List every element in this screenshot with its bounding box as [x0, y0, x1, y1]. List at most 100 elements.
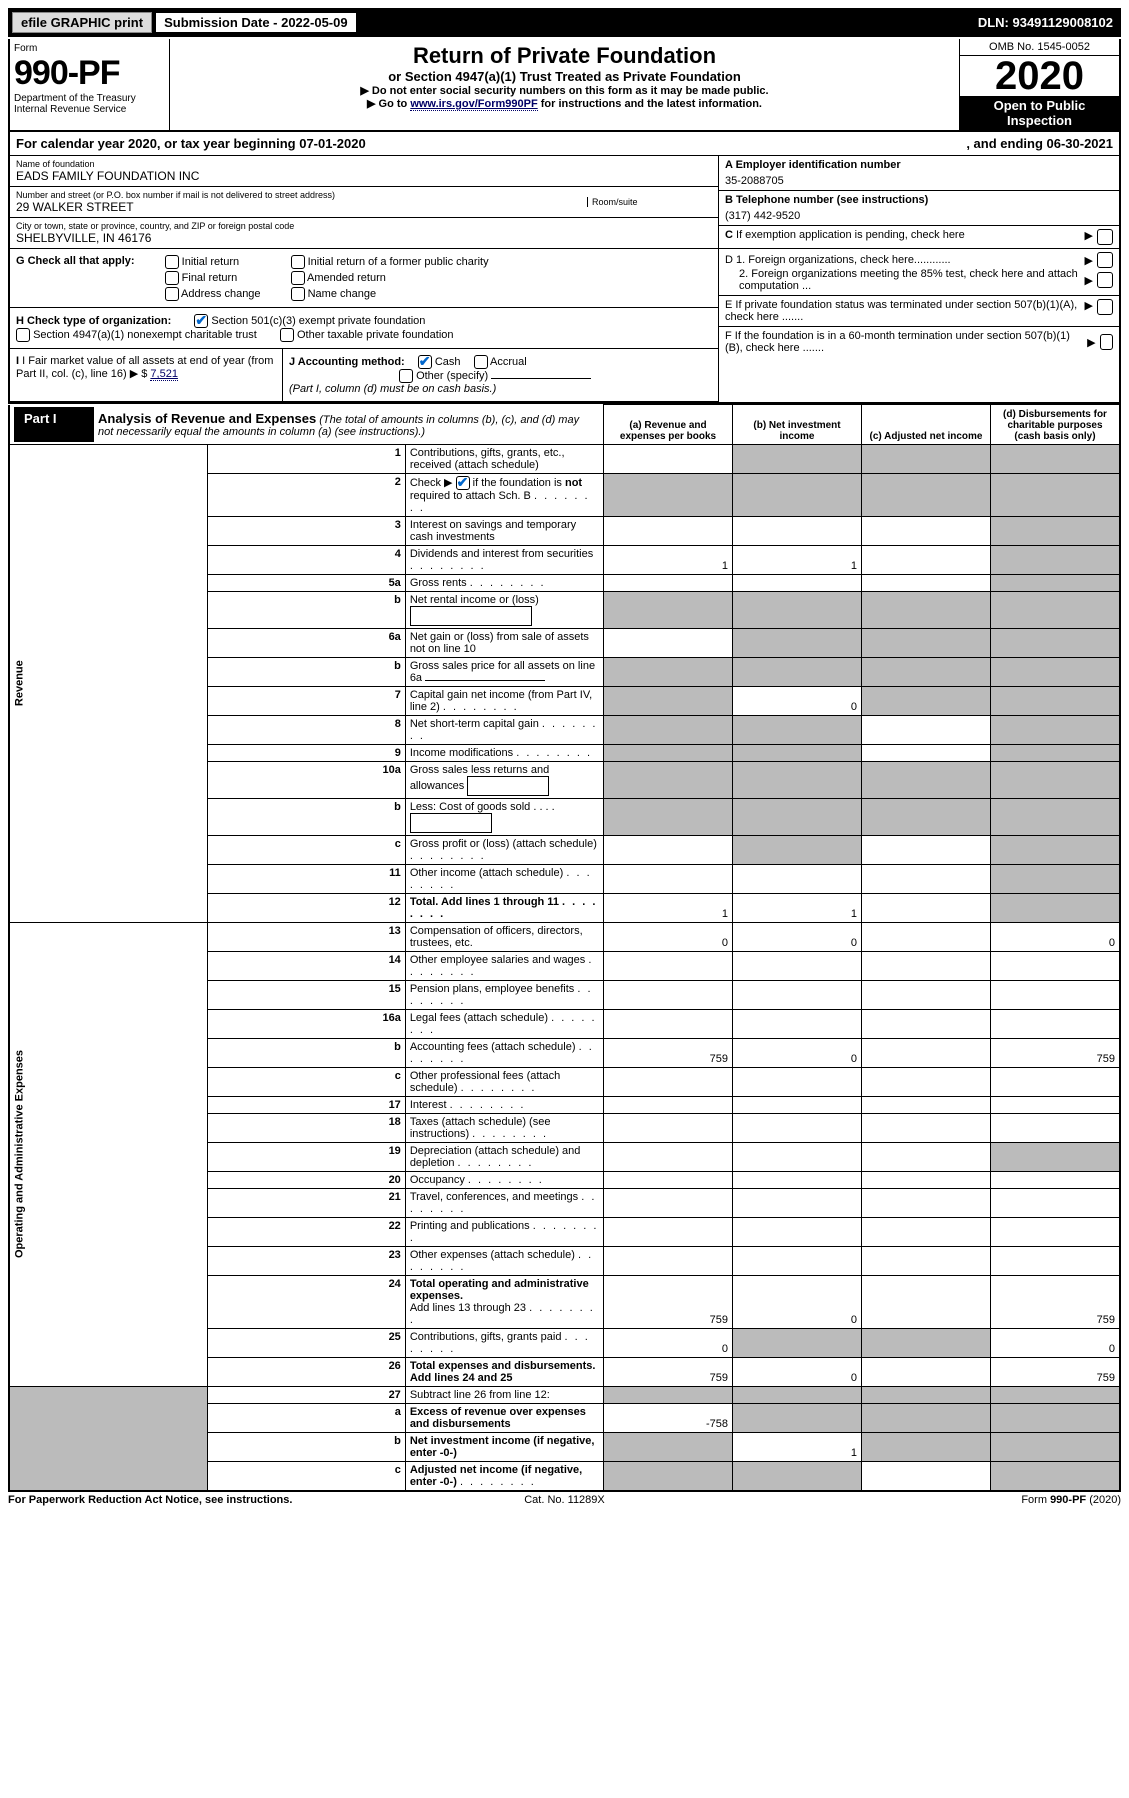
footer-mid: Cat. No. 11289X [379, 1494, 750, 1506]
instructions-link[interactable]: www.irs.gov/Form990PF [410, 98, 537, 111]
efile-print-button[interactable]: efile GRAPHIC print [12, 12, 152, 33]
row-val: 1 [733, 545, 862, 574]
footer-left: For Paperwork Reduction Act Notice, see … [8, 1494, 379, 1506]
street-address: 29 WALKER STREET [16, 200, 587, 214]
row-desc: Gross sales less returns and allowances [405, 761, 603, 798]
row-num: 9 [207, 744, 405, 761]
col-b-header: (b) Net investment income [733, 405, 862, 445]
row-desc: Depreciation (attach schedule) and deple… [405, 1142, 603, 1171]
city-label: City or town, state or province, country… [16, 221, 712, 231]
row-num: 8 [207, 715, 405, 744]
e-checkbox[interactable] [1097, 299, 1113, 315]
opex-section-label: Operating and Administrative Expenses [9, 922, 207, 1386]
row-desc: Legal fees (attach schedule) [405, 1009, 603, 1038]
row-desc: Income modifications [405, 744, 603, 761]
form-number: 990-PF [14, 54, 165, 93]
f-label: F If the foundation is in a 60-month ter… [725, 330, 1087, 354]
schb-checkbox[interactable] [456, 476, 470, 490]
row-num: b [207, 1432, 405, 1461]
d1-label: D 1. Foreign organizations, check here..… [725, 254, 1085, 266]
foundation-name: EADS FAMILY FOUNDATION INC [16, 169, 712, 183]
row-desc: Interest [405, 1096, 603, 1113]
f-checkbox[interactable] [1100, 334, 1113, 350]
row-val: 0 [991, 1328, 1121, 1357]
row-desc: Total expenses and disbursements. Add li… [405, 1357, 603, 1386]
row-desc: Occupancy [405, 1171, 603, 1188]
phone-label: B Telephone number (see instructions) [725, 194, 1113, 206]
row-num: 3 [207, 516, 405, 545]
section-i: I I Fair market value of all assets at e… [10, 349, 282, 401]
row-num: 10a [207, 761, 405, 798]
section-j: J Accounting method: Cash Accrual Other … [282, 349, 718, 401]
c-checkbox[interactable] [1097, 229, 1113, 245]
row-num: b [207, 798, 405, 835]
other-method-checkbox[interactable] [399, 369, 413, 383]
d2-checkbox[interactable] [1097, 272, 1113, 288]
row-val: 759 [604, 1275, 733, 1328]
row-num: b [207, 657, 405, 686]
row-num: 15 [207, 980, 405, 1009]
accrual-checkbox[interactable] [474, 355, 488, 369]
row-desc: Check ▶ if the foundation is not require… [405, 473, 603, 516]
row-num: 12 [207, 893, 405, 922]
note-2: ▶ Go to www.irs.gov/Form990PF for instru… [174, 97, 955, 110]
row-num: 18 [207, 1113, 405, 1142]
row-val: 0 [733, 686, 862, 715]
row-num: b [207, 1038, 405, 1067]
row-desc: Taxes (attach schedule) (see instruction… [405, 1113, 603, 1142]
row-val: 0 [604, 922, 733, 951]
calendar-year: For calendar year 2020, or tax year begi… [8, 132, 1121, 156]
cash-checkbox[interactable] [418, 355, 432, 369]
address-change-checkbox[interactable] [165, 287, 179, 301]
ein-label: A Employer identification number [725, 159, 1113, 171]
ein-value: 35-2088705 [725, 171, 1113, 187]
fmv-link[interactable]: 7,521 [150, 368, 178, 381]
name-change-checkbox[interactable] [291, 287, 305, 301]
row-val: 1 [604, 893, 733, 922]
row-desc: Subtract line 26 from line 12: [405, 1386, 603, 1403]
initial-return-checkbox[interactable] [165, 255, 179, 269]
row-num: 13 [207, 922, 405, 951]
row-num: 6a [207, 628, 405, 657]
d1-checkbox[interactable] [1097, 252, 1113, 268]
identity-section: Name of foundation EADS FAMILY FOUNDATIO… [8, 156, 1121, 404]
open-inspection: Open to Public Inspection [960, 96, 1119, 130]
dln: DLN: 93491129008102 [978, 15, 1119, 30]
addr-label: Number and street (or P.O. box number if… [16, 190, 587, 200]
row-num: 27 [207, 1386, 405, 1403]
row-num: 23 [207, 1246, 405, 1275]
row-val: 1 [604, 545, 733, 574]
501c3-checkbox[interactable] [194, 314, 208, 328]
other-taxable-checkbox[interactable] [280, 328, 294, 342]
row-num: 17 [207, 1096, 405, 1113]
amended-return-checkbox[interactable] [291, 271, 305, 285]
row-desc: Interest on savings and temporary cash i… [405, 516, 603, 545]
row-desc: Travel, conferences, and meetings [405, 1188, 603, 1217]
row-num: 21 [207, 1188, 405, 1217]
row-val: 759 [604, 1038, 733, 1067]
row-val: 759 [604, 1357, 733, 1386]
form-subtitle: or Section 4947(a)(1) Trust Treated as P… [174, 69, 955, 84]
row-val: 759 [991, 1038, 1121, 1067]
4947a1-checkbox[interactable] [16, 328, 30, 342]
row-val: 0 [991, 922, 1121, 951]
room-label: Room/suite [592, 197, 712, 207]
row-desc: Adjusted net income (if negative, enter … [405, 1461, 603, 1491]
row-desc: Other income (attach schedule) [405, 864, 603, 893]
col-a-header: (a) Revenue and expenses per books [604, 405, 733, 445]
row-val: -758 [604, 1403, 733, 1432]
section-g: G Check all that apply: Initial return F… [10, 249, 718, 308]
row-desc: Pension plans, employee benefits [405, 980, 603, 1009]
name-label: Name of foundation [16, 159, 712, 169]
row-desc: Other expenses (attach schedule) [405, 1246, 603, 1275]
row-val: 0 [733, 1275, 862, 1328]
top-bar: efile GRAPHIC print Submission Date - 20… [8, 8, 1121, 37]
row-desc: Printing and publications [405, 1217, 603, 1246]
initial-former-checkbox[interactable] [291, 255, 305, 269]
row-num: 14 [207, 951, 405, 980]
section-h: H Check type of organization: Section 50… [10, 308, 718, 349]
final-return-checkbox[interactable] [165, 271, 179, 285]
c-label: If exemption application is pending, che… [736, 229, 965, 241]
row-num: 20 [207, 1171, 405, 1188]
row-num: 4 [207, 545, 405, 574]
